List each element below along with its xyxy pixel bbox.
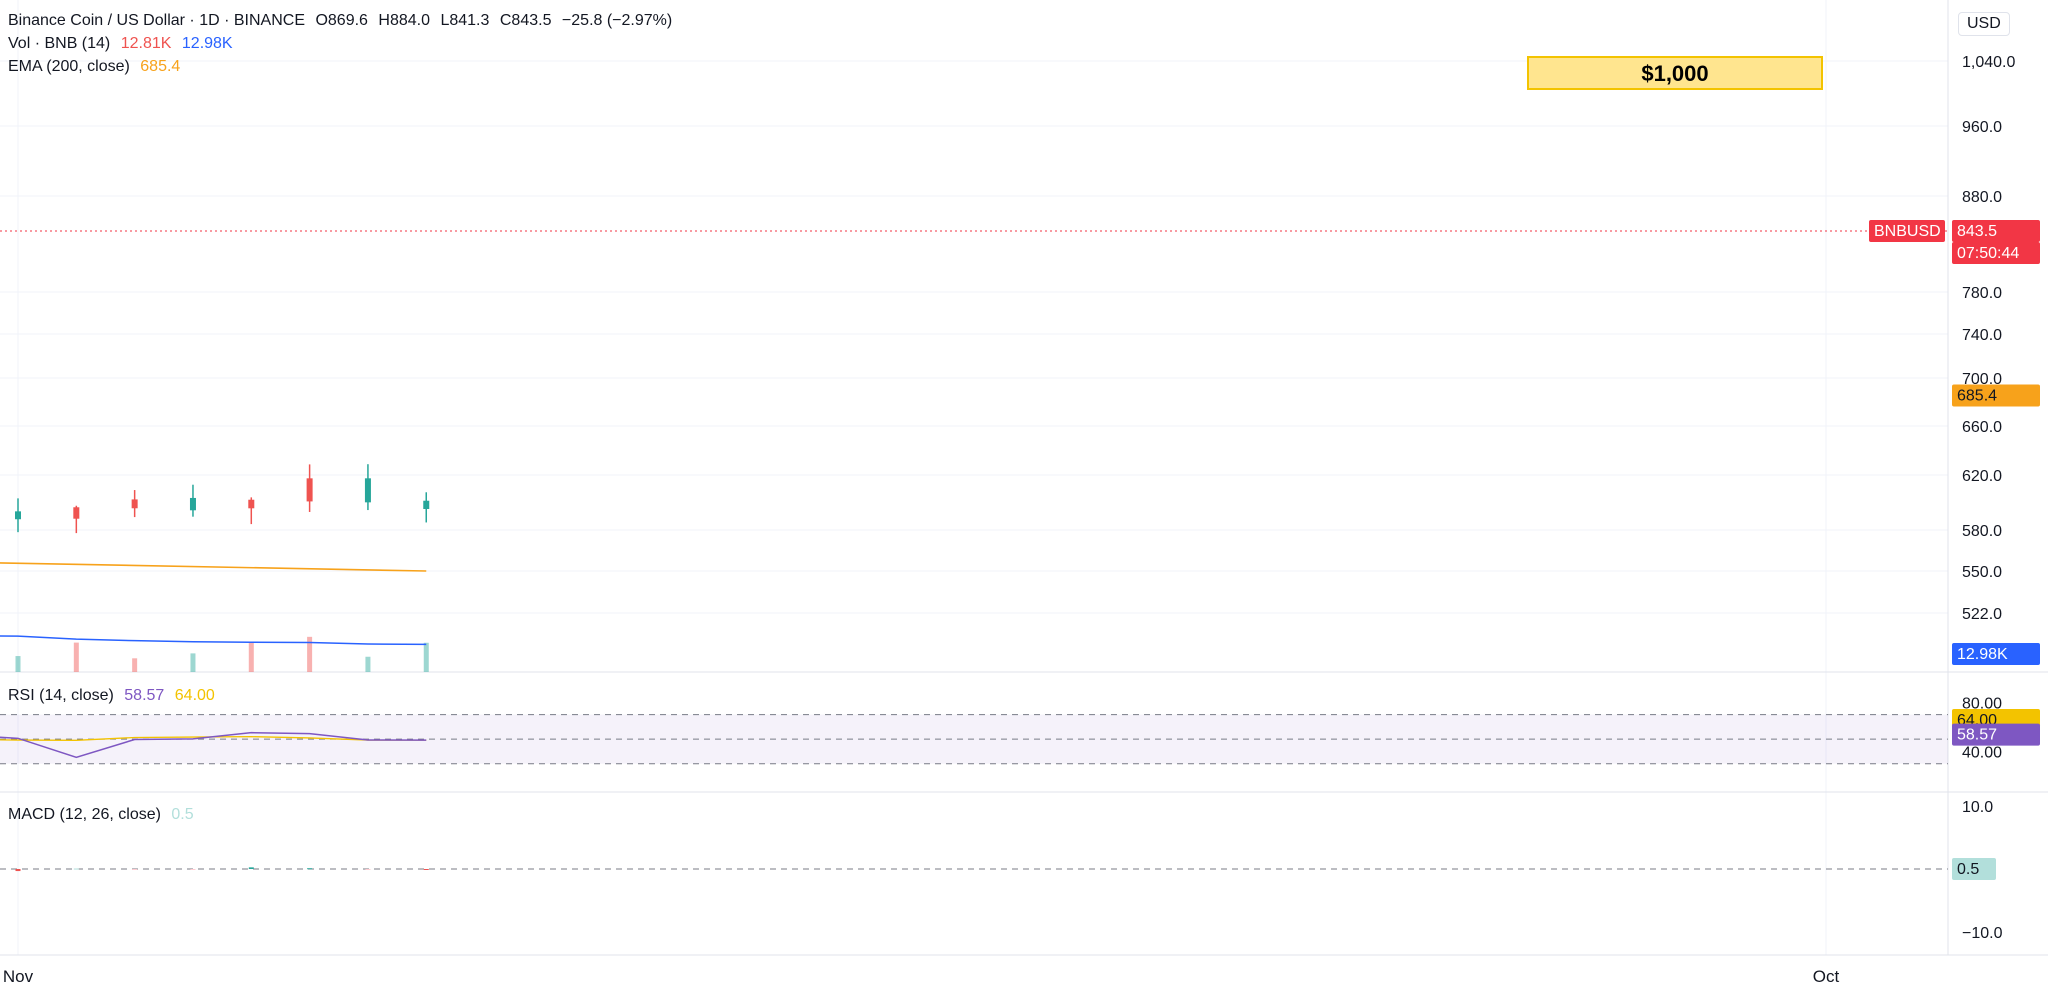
last-price-badge-bg — [1952, 220, 2040, 243]
macd-label: MACD (12, 26, close) — [8, 806, 161, 823]
macd-histogram-bar — [190, 869, 196, 870]
volume-bar — [132, 658, 138, 672]
low-value: 841.3 — [449, 12, 490, 29]
volume-bar — [248, 642, 254, 672]
high-value: 884.0 — [389, 12, 430, 29]
volume-label: Vol · BNB (14) — [8, 35, 111, 52]
candle-body — [248, 499, 255, 509]
volume-bar — [423, 642, 429, 672]
volume-bar — [190, 653, 196, 672]
ohlc-close: C843.5 — [500, 12, 552, 29]
candle-body — [423, 500, 430, 509]
rsi-pane — [0, 714, 1948, 765]
currency-label: USD — [1967, 15, 2001, 32]
ema-legend[interactable]: EMA (200, close) 685.4 — [8, 56, 180, 78]
price-tick-label: 960.0 — [1962, 119, 2002, 136]
currency-button[interactable]: USD — [1958, 12, 2010, 36]
ema-value: 685.4 — [140, 58, 181, 75]
volume-legend[interactable]: Vol · BNB (14) 12.81K 12.98K — [8, 33, 233, 55]
candle-body — [131, 499, 138, 509]
macd-histogram-bar — [248, 867, 254, 869]
volume-bar — [307, 636, 313, 672]
rsi-label: RSI (14, close) — [8, 687, 114, 704]
macd-tick-label: −10.0 — [1962, 925, 2003, 942]
axes: 1,040.0 960.0 880.0 780.0 740.0 700.0 660.0 620… — [3, 54, 2040, 986]
time-tick-label: Oct — [1813, 967, 1840, 986]
macd-tick-label: 10.0 — [1962, 799, 1993, 816]
macd-histogram-bar — [15, 869, 21, 872]
macd-pane — [0, 867, 1948, 872]
macd-histogram-bar — [307, 868, 313, 870]
rsi-ma-value: 64.00 — [174, 687, 215, 704]
countdown-badge-bg — [1952, 242, 2040, 265]
macd-histogram-bar — [73, 868, 79, 870]
macd-badge-bg — [1952, 858, 1996, 880]
symbol-badge-bg — [1869, 220, 1945, 243]
ema-badge: 685.4 — [1957, 388, 1997, 405]
candlestick-series — [0, 230, 1948, 534]
candle-body — [306, 478, 313, 502]
rsi-badge: 58.57 — [1957, 727, 1997, 744]
ohlc-open: O869.6 — [315, 12, 368, 29]
ema-line — [0, 562, 427, 572]
symbol-legend[interactable]: Binance Coin / US Dollar · 1D · BINANCE … — [8, 10, 672, 32]
close-value: 843.5 — [511, 12, 552, 29]
price-tick-label: 550.0 — [1962, 564, 2002, 581]
macd-value: 0.5 — [171, 806, 194, 823]
price-tick-label: 880.0 — [1962, 189, 2002, 206]
time-tick-label: Nov — [3, 967, 34, 986]
macd-badge: 0.5 — [1957, 861, 1979, 878]
target-label-box — [1527, 56, 1823, 90]
macd-histogram-bar — [132, 869, 138, 870]
countdown-badge: 07:50:44 — [1957, 245, 2019, 262]
price-tick-label: 700.0 — [1962, 371, 2002, 388]
volume-bar — [15, 656, 21, 672]
volume-value: 12.81K — [120, 35, 172, 52]
price-tick-label: 740.0 — [1962, 327, 2002, 344]
trend-drawings: $1,000 — [1527, 56, 1823, 90]
price-tick-label: 660.0 — [1962, 419, 2002, 436]
rsi-badge-bg — [1952, 723, 2040, 746]
rsi-value: 58.57 — [124, 687, 165, 704]
volume-bar — [365, 656, 371, 672]
volume-badge-bg — [1952, 643, 2040, 665]
rsi-legend[interactable]: RSI (14, close) 58.57 64.00 — [8, 685, 215, 707]
rsi-tick-label: 40.00 — [1962, 744, 2002, 761]
open-value: 869.6 — [327, 12, 368, 29]
candle-body — [73, 507, 80, 519]
chart-grid — [0, 0, 2048, 956]
price-tick-label: 1,040.0 — [1962, 54, 2015, 71]
ohlc-high: H884.0 — [378, 12, 430, 29]
candle-body — [364, 478, 371, 503]
ema-badge-bg — [1952, 384, 2040, 407]
candle-body — [189, 497, 196, 511]
symbol-badge: BNBUSD — [1874, 223, 1941, 240]
high-label: H — [378, 12, 390, 29]
volume-bar — [73, 642, 79, 672]
macd-histogram-bar — [365, 869, 371, 870]
open-label: O — [315, 12, 328, 29]
symbol-title: Binance Coin / US Dollar · 1D · BINANCE — [8, 12, 305, 29]
ohlc-low: L841.3 — [440, 12, 489, 29]
target-label-text: $1,000 — [1641, 61, 1708, 86]
macd-legend[interactable]: MACD (12, 26, close) 0.5 — [8, 804, 194, 826]
ema-200-line — [0, 562, 427, 572]
candle-body — [15, 511, 21, 520]
volume-bars — [0, 635, 429, 672]
ema-label: EMA (200, close) — [8, 58, 130, 75]
volume-ma-line — [0, 635, 427, 646]
volume-ma-value: 12.98K — [181, 35, 233, 52]
close-label: C — [499, 12, 512, 29]
low-label: L — [440, 12, 450, 29]
macd-histogram-bar — [423, 869, 429, 870]
price-tick-label: 580.0 — [1962, 523, 2002, 540]
change-value: −25.8 (−2.97%) — [561, 12, 673, 29]
volume-badge: 12.98K — [1957, 646, 2008, 663]
price-tick-label: 522.0 — [1962, 606, 2002, 623]
price-tick-label: 620.0 — [1962, 468, 2002, 485]
price-tick-label: 780.0 — [1962, 285, 2002, 302]
rsi-tick-label: 80.00 — [1962, 695, 2002, 712]
last-price-badge: 843.5 — [1957, 223, 1997, 240]
